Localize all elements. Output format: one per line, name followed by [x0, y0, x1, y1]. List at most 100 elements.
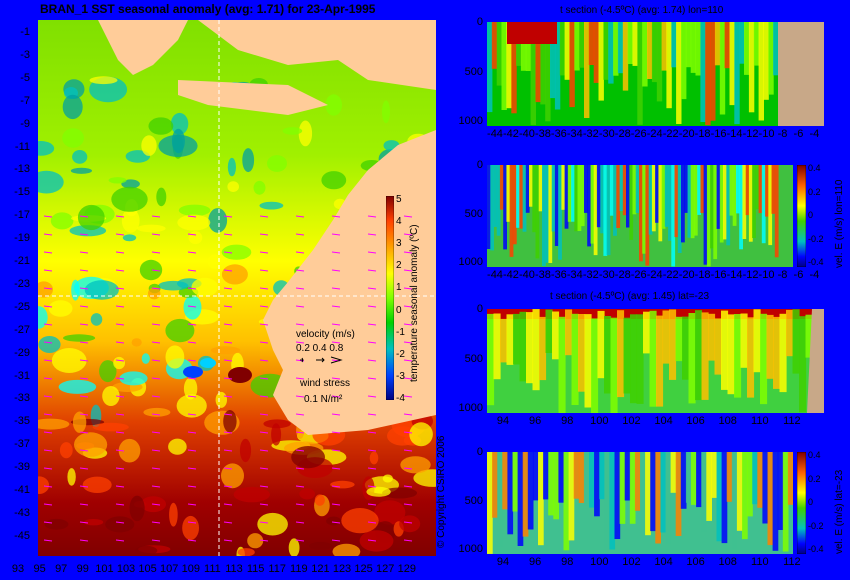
section-stripe [609, 165, 614, 216]
section-stripe [695, 310, 703, 401]
wind-vector [403, 269, 413, 272]
section-stripe [768, 165, 773, 246]
lat-tick-label: -33 [14, 392, 30, 405]
p4-x-tick-label: 96 [529, 556, 542, 568]
section-stripe [763, 22, 769, 100]
wind-vector [187, 431, 197, 434]
wind-vector [259, 251, 269, 254]
wind-vector [151, 287, 161, 290]
section-stripe [740, 313, 748, 368]
section-stripe [629, 452, 636, 524]
section-stripe [493, 313, 501, 380]
section-stripe [758, 165, 763, 214]
lat-tick-label: -43 [14, 506, 30, 519]
p1-x-tick-label: -22 [662, 128, 679, 140]
eddy-blob [121, 179, 140, 189]
section-stripe [656, 22, 663, 102]
eddy-blob [51, 348, 87, 373]
section-stripe [719, 165, 724, 243]
wind-vector [403, 395, 413, 398]
section-stripe [721, 452, 728, 544]
eddy-blob [131, 338, 142, 347]
wind-vector [403, 431, 413, 434]
section-stripe [552, 311, 560, 360]
p1-x-tick-label: -6 [793, 128, 804, 140]
lon-tick-label: 129 [397, 563, 416, 575]
lat-tick-label: -5 [20, 71, 30, 84]
section-stripe [564, 22, 570, 80]
wind-vector [223, 251, 233, 254]
wind-vector [295, 323, 305, 326]
wind-vector [259, 341, 269, 344]
section-stripe [548, 165, 553, 263]
wind-vector [115, 377, 125, 380]
section-stripe [752, 452, 758, 505]
eddy-blob [108, 177, 127, 184]
wind-vector [367, 503, 377, 506]
wind-vector [403, 359, 413, 362]
eddy-blob [63, 334, 96, 342]
wind-vector [187, 395, 197, 398]
section-stripe [578, 314, 586, 392]
colorbar-tick-label: 5 [396, 194, 402, 205]
section-stripe [729, 165, 734, 216]
p1-x-tick-label: -38 [534, 128, 551, 140]
section-stripe [626, 165, 630, 228]
p2-y-tick-label: 1000 [458, 256, 483, 269]
eddy-blob [111, 186, 148, 212]
eddy-blob [118, 438, 141, 463]
wind-vector [151, 413, 161, 416]
p4-colorbar-tick: 0.2 [808, 473, 821, 484]
panel4-vel-section-lat23 [487, 452, 793, 554]
eddy-blob [136, 224, 166, 233]
section-stripe [758, 22, 764, 121]
eddy-blob [67, 468, 76, 486]
eddy-blob [221, 244, 252, 260]
lon-tick-label: 127 [376, 563, 395, 575]
section-stripe [768, 22, 774, 95]
eddy-blob [325, 94, 343, 116]
lat-tick-label: -25 [14, 300, 30, 313]
p3-x-tick-label: 110 [751, 415, 769, 427]
p1-x-tick-label: -10 [758, 128, 775, 140]
p2-x-tick-label: -16 [710, 269, 727, 281]
eddy-blob [44, 518, 69, 530]
p2-colorbar-tick: 0.2 [808, 186, 821, 197]
colorbar-tick-label: -1 [396, 326, 405, 338]
section-stripe [516, 165, 520, 228]
eddy-blob [257, 512, 288, 536]
section-stripe [792, 309, 800, 374]
p1-x-tick-label: -32 [582, 128, 599, 140]
section-stripe [487, 22, 493, 113]
wind-vector [259, 323, 269, 326]
p2-y-tick-label: 500 [464, 207, 483, 220]
section-stripe [747, 317, 755, 398]
lat-tick-label: -7 [20, 94, 30, 107]
wind-vector [79, 215, 89, 218]
wind-vector [151, 377, 161, 380]
wind-vector [79, 305, 89, 308]
p1-y-tick-label: 0 [476, 16, 483, 28]
eddy-blob [38, 336, 61, 353]
indonesia-north-land [198, 20, 436, 90]
wind-vector [223, 323, 233, 326]
wind-vector [259, 413, 269, 416]
section-stripe [561, 165, 566, 210]
eddy-blob [374, 500, 406, 525]
eddy-blob [413, 469, 436, 487]
lon-tick-label: 93 [11, 563, 25, 575]
section-stripe [522, 165, 527, 232]
wind-vector [259, 467, 269, 470]
section-stripe [590, 165, 595, 244]
section-stripe [773, 22, 779, 76]
section-stripe [496, 165, 501, 236]
colorbar-tick-label: -2 [396, 348, 405, 360]
lon-tick-label: 105 [138, 563, 157, 575]
section-stripe [527, 452, 534, 530]
wind-vector [403, 539, 413, 542]
sumatra-land [98, 20, 188, 75]
section-stripe [661, 165, 666, 229]
section-stripe [762, 452, 769, 524]
p1-x-tick-label: -4 [809, 128, 820, 140]
section-stripe [491, 22, 498, 69]
